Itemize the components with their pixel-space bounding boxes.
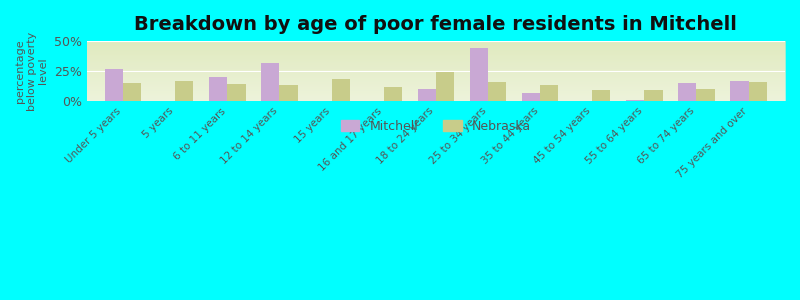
Bar — [522, 93, 540, 101]
Bar — [540, 85, 558, 101]
Bar — [592, 90, 610, 101]
Bar — [418, 89, 436, 101]
Bar — [175, 81, 194, 101]
Bar — [470, 48, 488, 101]
Bar — [730, 81, 749, 101]
Legend: Mitchell, Nebraska: Mitchell, Nebraska — [336, 115, 536, 138]
Bar — [123, 83, 142, 101]
Bar — [436, 72, 454, 101]
Bar — [105, 69, 123, 101]
Bar — [227, 84, 246, 101]
Bar — [488, 82, 506, 101]
Bar — [678, 83, 696, 101]
Bar — [262, 63, 279, 101]
Bar — [384, 87, 402, 101]
Bar — [279, 85, 298, 101]
Bar — [209, 77, 227, 101]
Bar — [644, 90, 662, 101]
Bar — [626, 100, 644, 101]
Bar — [696, 89, 714, 101]
Y-axis label: percentage
below poverty
level: percentage below poverty level — [15, 32, 48, 111]
Bar — [331, 80, 350, 101]
Bar — [749, 82, 766, 101]
Title: Breakdown by age of poor female residents in Mitchell: Breakdown by age of poor female resident… — [134, 15, 738, 34]
